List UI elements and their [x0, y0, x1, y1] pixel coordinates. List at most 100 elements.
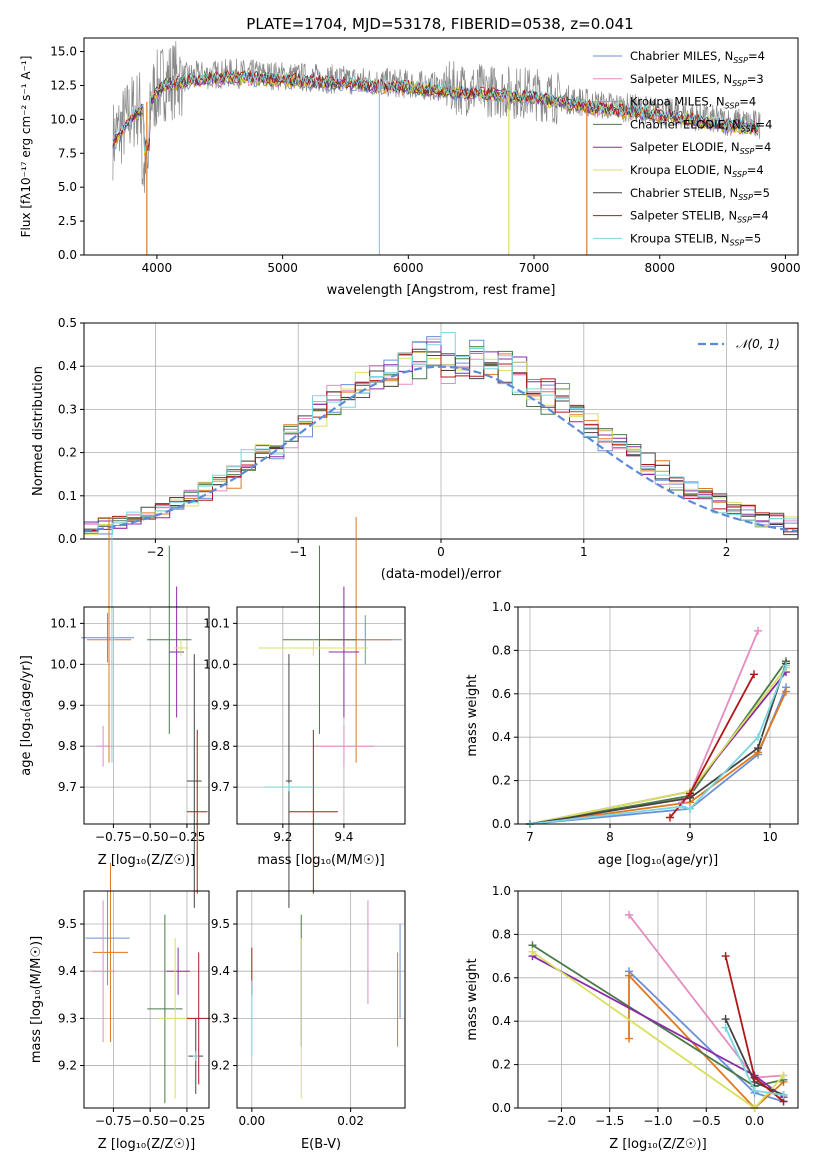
x-tick-label: 1 — [580, 545, 588, 559]
y-tick-label: 0.2 — [58, 446, 77, 460]
y-tick-label: 9.8 — [211, 739, 230, 753]
y-tick-label: 9.8 — [58, 739, 77, 753]
x-axis-label: E(B-V) — [301, 1137, 341, 1152]
y-tick-label: 9.9 — [58, 698, 77, 712]
spectrum-lines — [112, 41, 761, 255]
y-tick-label: 9.3 — [58, 1011, 77, 1025]
y-tick-label: 10.0 — [50, 112, 77, 126]
y-tick-label: 9.5 — [58, 917, 77, 931]
x-tick-label: 6000 — [393, 261, 424, 275]
y-tick-label: 0.6 — [492, 971, 511, 985]
legend-entry: Chabrier ELODIE, NSSP=4 — [630, 117, 772, 133]
y-tick-label: 9.4 — [211, 964, 230, 978]
y-tick-label: 10.1 — [50, 616, 77, 630]
plot-frame — [517, 606, 799, 825]
y-axis-label: Normed distribution — [31, 366, 46, 496]
normal-curve — [83, 365, 799, 533]
model-spectrum-line — [112, 71, 761, 152]
figure-title: PLATE=1704, MJD=53178, FIBERID=0538, z=0… — [246, 15, 633, 33]
x-tick-label: −1 — [289, 545, 307, 559]
y-tick-label: 0.8 — [492, 643, 511, 657]
y-axis-label: Flux [fλ10⁻¹⁷ erg cm⁻² s⁻¹ A⁻¹] — [19, 56, 33, 238]
legend-subscript: SSP — [741, 124, 756, 133]
plus-marker — [779, 1071, 788, 1080]
plus-marker — [782, 687, 790, 696]
x-tick-label: 9.4 — [334, 830, 353, 844]
y-tick-label: 15.0 — [50, 45, 77, 59]
age-vs-mass-panel: 9.2 9.4 9.7 9.8 9.9 10.0 10.1 mass [log₁₀(M/M☉)… — [203, 516, 406, 908]
plus-marker — [528, 947, 537, 956]
x-tick-label: 7000 — [519, 261, 550, 275]
x-axis-label: (data-model)/error — [381, 567, 502, 582]
legend-subscript: SSP — [732, 79, 747, 88]
plus-marker — [678, 802, 686, 811]
y-tick-label: 7.5 — [58, 146, 77, 160]
x-tick-label: 10 — [762, 830, 777, 844]
y-tick-label: 9.7 — [58, 780, 77, 794]
legend-entry: Salpeter ELODIE, NSSP=4 — [630, 140, 771, 156]
plus-marker — [779, 1090, 788, 1099]
x-tick-label: −0.50 — [132, 830, 169, 844]
x-tick-label: 8 — [606, 830, 614, 844]
y-axis-label: mass weight — [465, 958, 480, 1040]
legend-subscript: SSP — [725, 102, 740, 111]
x-tick-label: −0.25 — [169, 1114, 206, 1128]
y-tick-label: 0.0 — [58, 248, 77, 262]
legend-tail: =4 — [756, 117, 773, 131]
y-tick-label: 0.1 — [58, 489, 77, 503]
series-line — [529, 691, 787, 825]
y-tick-label: 9.5 — [211, 917, 230, 931]
y-axis-label: age [log₁₀(age/yr)] — [19, 655, 34, 776]
y-tick-label: 9.3 — [211, 1011, 230, 1025]
x-tick-label: 9.2 — [273, 830, 292, 844]
y-tick-label: 9.4 — [58, 964, 77, 978]
legend-subscript: SSP — [738, 193, 753, 202]
y-axis-label: mass [log₁₀(M/M☉)] — [29, 936, 44, 1063]
y-tick-label: 2.5 — [58, 214, 77, 228]
x-axis-label: age [log₁₀(age/yr)] — [598, 853, 719, 868]
plus-marker — [625, 1034, 634, 1043]
legend-entry: Salpeter STELIB, NSSP=4 — [630, 209, 769, 225]
plus-marker — [625, 910, 634, 919]
series-line — [529, 665, 787, 825]
legend-subscript: SSP — [737, 216, 752, 225]
plot-frame — [83, 322, 799, 540]
plus-marker — [721, 1023, 730, 1032]
y-tick-label: 0.2 — [492, 774, 511, 788]
y-tick-label: 12.5 — [50, 78, 77, 92]
mass-weight-vs-metallicity-panel: −2.0 −1.5 −1.0 −0.5 0.0 0.0 0.2 0.4 0.6 0.8 1.0 Z [… — [465, 884, 799, 1152]
x-tick-label: 2 — [723, 545, 731, 559]
legend-entry: Chabrier STELIB, NSSP=5 — [630, 186, 770, 202]
plus-marker — [750, 670, 758, 679]
y-tick-label: 0.2 — [492, 1058, 511, 1072]
y-tick-label: 0.0 — [58, 532, 77, 546]
y-tick-label: 0.6 — [492, 687, 511, 701]
plus-marker — [625, 971, 634, 980]
x-tick-label: −0.50 — [132, 1114, 169, 1128]
histogram-step-line — [84, 332, 798, 534]
legend-tail: =4 — [754, 140, 771, 154]
y-tick-label: 0.0 — [492, 817, 511, 831]
y-tick-label: 1.0 — [492, 884, 511, 898]
plus-marker — [666, 813, 674, 822]
x-axis-label: Z [log₁₀(Z/Z☉)] — [98, 1137, 195, 1152]
x-tick-label: −2.0 — [547, 1114, 576, 1128]
x-tick-label: −2 — [147, 545, 165, 559]
plus-marker — [782, 661, 790, 670]
plot-frame — [236, 606, 406, 825]
x-tick-label: −0.75 — [95, 1114, 132, 1128]
y-tick-label: 0.3 — [58, 402, 77, 416]
y-tick-label: 10.1 — [203, 616, 230, 630]
plus-marker — [754, 744, 762, 753]
x-tick-label: 0.00 — [238, 1114, 265, 1128]
x-tick-label: 4000 — [142, 261, 173, 275]
legend-tail: =4 — [739, 95, 756, 109]
mass-vs-ebv-panel: 0.00 0.02 9.2 9.3 9.4 9.5 E(B-V) — [211, 890, 406, 1152]
observed-spectrum-line — [112, 41, 761, 193]
mass-vs-metallicity-panel: −0.75 −0.50 −0.25 9.2 9.3 9.4 9.5 Z [log₁₀(Z/Z☉… — [29, 862, 211, 1152]
y-tick-label: 0.4 — [58, 359, 77, 373]
legend-entry: Salpeter MILES, NSSP=3 — [630, 72, 764, 88]
model-spectrum-line — [112, 69, 761, 152]
legend-subscript: SSP — [730, 238, 745, 247]
x-axis-label: mass [log₁₀(M/M☉)] — [257, 853, 384, 868]
